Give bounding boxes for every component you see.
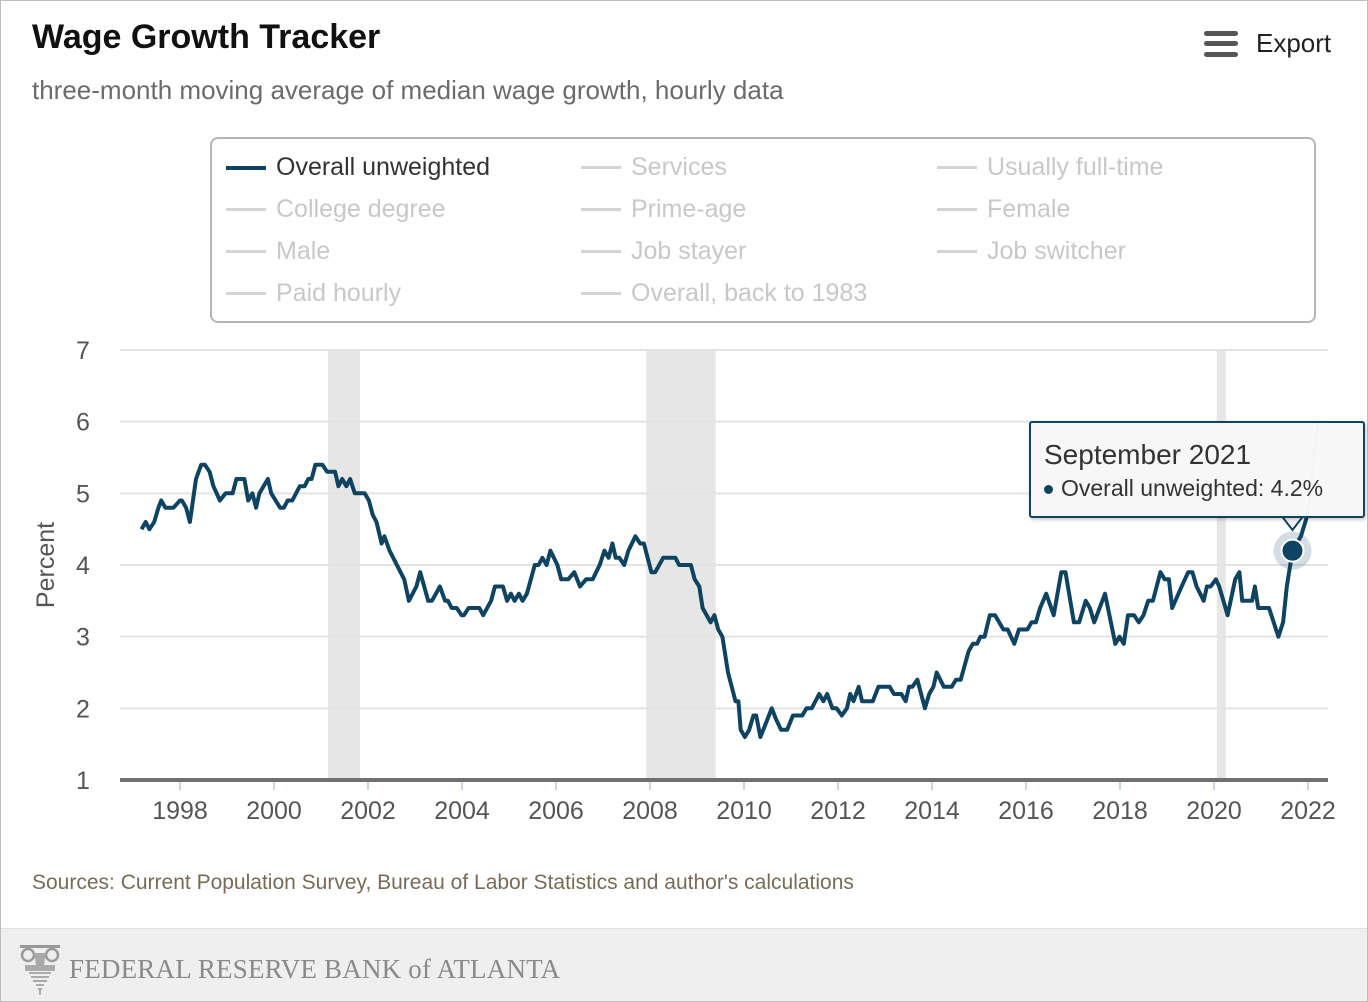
legend-item[interactable]: Male	[226, 237, 330, 266]
tooltip-value: Overall unweighted: 4.2%	[1061, 475, 1324, 501]
legend-swatch-icon	[581, 292, 621, 295]
logo-text: FEDERAL RESERVE BANK of ATLANTA	[69, 953, 561, 984]
y-tick-label: 2	[76, 695, 90, 723]
legend-item[interactable]: College degree	[226, 195, 446, 224]
highlight-point	[1280, 538, 1305, 563]
legend-label: College degree	[276, 195, 446, 223]
legend-item[interactable]: Usually full-time	[937, 153, 1163, 182]
legend: Overall unweighted Services Usually full-t…	[210, 137, 1316, 323]
tooltip: September 2021 Overall unweighted: 4.2%	[1029, 421, 1365, 518]
legend-item[interactable]: Female	[937, 195, 1070, 224]
legend-swatch-icon	[226, 250, 266, 253]
chart-subtitle: three-month moving average of median wag…	[32, 75, 784, 105]
legend-label: Job switcher	[987, 237, 1126, 265]
y-axis-title: Percent	[32, 522, 60, 608]
x-tick-label: 1998	[152, 797, 208, 825]
y-tick-label: 7	[76, 337, 90, 365]
legend-label: Female	[987, 195, 1071, 223]
sources-note: Sources: Current Population Survey, Bure…	[32, 871, 854, 894]
legend-swatch-icon	[937, 250, 977, 253]
legend-item[interactable]: Overall, back to 1983	[581, 279, 867, 308]
legend-swatch-icon	[226, 292, 266, 295]
legend-label: Overall, back to 1983	[631, 279, 868, 307]
tooltip-date: September 2021	[1044, 439, 1252, 470]
x-tick-label: 2022	[1280, 797, 1336, 825]
x-tick-label: 2014	[904, 797, 960, 825]
legend-item[interactable]: Paid hourly	[226, 279, 401, 308]
x-tick-label: 2006	[528, 797, 584, 825]
legend-item[interactable]: Services	[581, 153, 727, 182]
chart-title: Wage Growth Tracker	[32, 18, 381, 56]
y-tick-label: 5	[76, 480, 90, 508]
hamburger-menu-icon	[1204, 30, 1238, 57]
x-tick-label: 2016	[998, 797, 1054, 825]
x-tick-label: 2012	[810, 797, 866, 825]
series-line-overall-unweighted	[139, 462, 1310, 739]
legend-swatch-icon	[581, 166, 621, 169]
legend-item[interactable]: Prime-age	[581, 195, 746, 224]
x-tick-label: 2000	[246, 797, 302, 825]
legend-swatch-icon	[581, 208, 621, 211]
legend-item[interactable]: Job switcher	[937, 237, 1126, 266]
legend-item[interactable]: Overall unweighted	[226, 153, 490, 182]
y-tick-label: 6	[76, 409, 90, 437]
footer: FEDERAL RESERVE BANK of ATLANTA	[1, 928, 1367, 1001]
legend-label: Male	[276, 237, 331, 265]
y-tick-label: 1	[76, 767, 90, 795]
tooltip-pointer	[1281, 516, 1304, 532]
x-tick-label: 2018	[1092, 797, 1148, 825]
x-tick-label: 2010	[716, 797, 772, 825]
legend-item[interactable]: Job stayer	[581, 237, 746, 266]
legend-swatch-icon	[226, 208, 266, 211]
series-dot-icon	[1044, 485, 1053, 495]
column-capital-icon	[20, 945, 60, 995]
tooltip-value-line: Overall unweighted: 4.2%	[1044, 475, 1323, 502]
legend-swatch-icon	[581, 250, 621, 253]
legend-label: Services	[631, 153, 727, 181]
legend-swatch-icon	[226, 165, 266, 170]
legend-swatch-icon	[937, 166, 977, 169]
x-tick-label: 2020	[1186, 797, 1242, 825]
y-tick-label: 3	[76, 624, 90, 652]
legend-label: Paid hourly	[276, 279, 402, 307]
legend-label: Prime-age	[631, 195, 747, 223]
legend-label: Overall unweighted	[276, 153, 491, 181]
frb-atlanta-logo: FEDERAL RESERVE BANK of ATLANTA	[19, 943, 560, 995]
export-label: Export	[1256, 28, 1332, 58]
x-tick-label: 2002	[340, 797, 396, 825]
y-tick-label: 4	[76, 552, 90, 580]
legend-label: Job stayer	[631, 237, 747, 265]
export-button[interactable]: Export	[1204, 28, 1331, 59]
x-tick-label: 2008	[622, 797, 678, 825]
legend-swatch-icon	[937, 208, 977, 211]
x-tick-label: 2004	[434, 797, 490, 825]
legend-label: Usually full-time	[987, 153, 1164, 181]
